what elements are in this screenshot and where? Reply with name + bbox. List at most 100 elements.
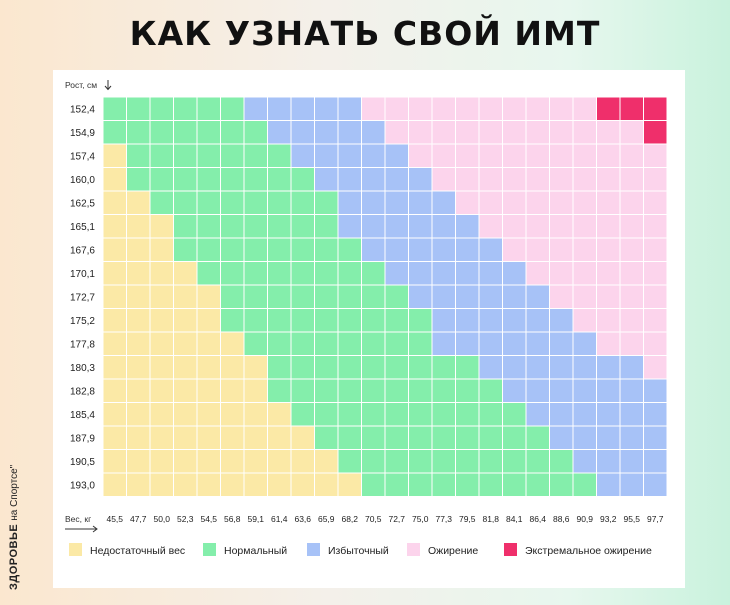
bmi-cell [314, 331, 339, 356]
bmi-cell [337, 402, 362, 427]
bmi-cell [455, 120, 480, 145]
bmi-cell [572, 355, 597, 380]
bmi-cell [431, 308, 456, 333]
bmi-cell [431, 120, 456, 145]
bmi-cell [314, 449, 339, 474]
bmi-cell [431, 214, 456, 239]
bmi-cell [149, 449, 174, 474]
bmi-cell [102, 143, 127, 168]
bmi-cell-extreme [643, 120, 668, 145]
bmi-cell [525, 472, 550, 497]
bmi-cell [455, 190, 480, 215]
bmi-cell [220, 143, 245, 168]
bmi-cell [502, 331, 527, 356]
brand-suffix: на Спортсе" [9, 464, 20, 521]
bmi-cell [596, 402, 621, 427]
bmi-cell [220, 261, 245, 286]
legend-swatch-normal [203, 543, 216, 556]
bmi-cell [102, 167, 127, 192]
bmi-cell [337, 143, 362, 168]
bmi-cell [408, 96, 433, 121]
legend-swatch-extreme [504, 543, 517, 556]
bmi-cell [220, 449, 245, 474]
bmi-cell [384, 120, 409, 145]
bmi-cell [643, 143, 668, 168]
bmi-cell [267, 449, 292, 474]
bmi-cell [455, 143, 480, 168]
bmi-cell [196, 402, 221, 427]
bmi-cell [408, 120, 433, 145]
bmi-cell [196, 237, 221, 262]
bmi-cell [478, 190, 503, 215]
x-tick-label: 52,3 [177, 514, 194, 524]
bmi-cell [596, 261, 621, 286]
bmi-cell [314, 284, 339, 309]
bmi-cell [243, 449, 268, 474]
bmi-cell [572, 261, 597, 286]
bmi-cell [361, 449, 386, 474]
bmi-cell [455, 167, 480, 192]
bmi-cell [149, 402, 174, 427]
bmi-cell [525, 214, 550, 239]
bmi-cell [502, 143, 527, 168]
bmi-cell [619, 190, 644, 215]
bmi-cell [431, 96, 456, 121]
bmi-cell [267, 472, 292, 497]
bmi-cell [384, 214, 409, 239]
bmi-cell [361, 167, 386, 192]
bmi-cell [290, 190, 315, 215]
bmi-cell [290, 214, 315, 239]
x-tick-label: 65,9 [318, 514, 335, 524]
bmi-cell [361, 355, 386, 380]
chart-card: Рост, см 152,4 154,9 157,4 160,0 162,5 165,1 16… [53, 70, 685, 588]
bmi-cell [196, 308, 221, 333]
bmi-cell [314, 402, 339, 427]
y-tick-label: 157,4 [70, 151, 95, 162]
bmi-cell [290, 425, 315, 450]
bmi-cell [643, 308, 668, 333]
bmi-cell [643, 472, 668, 497]
bmi-cell [596, 449, 621, 474]
x-tick-label: 84,1 [506, 514, 523, 524]
bmi-cell [243, 237, 268, 262]
bmi-cell [478, 472, 503, 497]
bmi-cell [337, 96, 362, 121]
bmi-cell [502, 308, 527, 333]
bmi-cell [173, 167, 198, 192]
bmi-cell [596, 425, 621, 450]
bmi-cell [384, 402, 409, 427]
bmi-cell [596, 284, 621, 309]
bmi-cell [149, 472, 174, 497]
bmi-cell [455, 96, 480, 121]
bmi-cell [220, 214, 245, 239]
bmi-cell [478, 425, 503, 450]
brand-name: ЗДОРОВЬЕ [8, 523, 20, 590]
bmi-cell [173, 143, 198, 168]
bmi-cell [408, 425, 433, 450]
bmi-cell [643, 237, 668, 262]
bmi-cell [149, 237, 174, 262]
bmi-cell [525, 190, 550, 215]
bmi-cell [220, 284, 245, 309]
brand-logo: ЗДОРОВЬЕ на Спортсе" [8, 465, 20, 590]
bmi-cell [478, 355, 503, 380]
bmi-cell [314, 355, 339, 380]
bmi-cell [220, 355, 245, 380]
bmi-cell [408, 331, 433, 356]
bmi-cell [337, 284, 362, 309]
bmi-cell [455, 284, 480, 309]
bmi-cell [455, 237, 480, 262]
bmi-cell [549, 355, 574, 380]
bmi-cell [220, 402, 245, 427]
x-tick-label: 75,0 [412, 514, 429, 524]
bmi-cell [126, 472, 151, 497]
bmi-cell [478, 261, 503, 286]
bmi-cell [408, 378, 433, 403]
bmi-cell [384, 96, 409, 121]
bmi-cell [549, 96, 574, 121]
bmi-cell [102, 237, 127, 262]
bmi-cell [478, 402, 503, 427]
bmi-cell [196, 331, 221, 356]
bmi-cell [290, 284, 315, 309]
bmi-cell [126, 190, 151, 215]
